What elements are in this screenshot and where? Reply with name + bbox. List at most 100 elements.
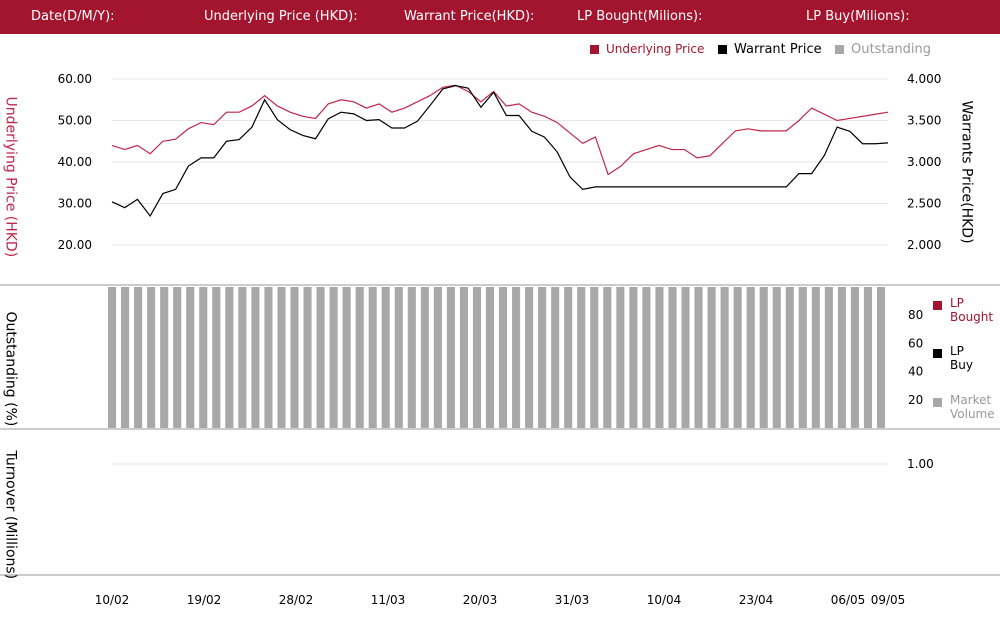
outstanding-bar: [186, 287, 195, 428]
header-bar: Date(D/M/Y): Underlying Price (HKD): War…: [0, 0, 1000, 34]
outstanding-bar: [590, 287, 599, 428]
right-tick-label: 2.500: [907, 197, 941, 211]
lp-buy-swatch-icon: [933, 349, 942, 358]
outstanding-bar: [603, 287, 612, 428]
right-tick-label: 4.000: [907, 72, 941, 86]
left-tick-label: 30.00: [58, 197, 92, 211]
outstanding-bar: [837, 287, 846, 428]
outstanding-tick-label: 20: [908, 393, 923, 407]
x-tick-label: 06/05: [831, 593, 866, 607]
outstanding-bar: [785, 287, 794, 428]
legend-outstanding[interactable]: Outstanding: [835, 42, 931, 57]
outstanding-bar: [668, 287, 677, 428]
outstanding-bar: [446, 287, 455, 428]
outstanding-bar: [394, 287, 403, 428]
outstanding-bar: [746, 287, 755, 428]
outstanding-bar: [420, 287, 429, 428]
outstanding-bar: [160, 287, 169, 428]
legend-underlying[interactable]: Underlying Price: [590, 42, 704, 56]
outstanding-bar: [512, 287, 521, 428]
legend-lp-bought[interactable]: LP Bought: [933, 296, 1000, 326]
outstanding-bar: [824, 287, 833, 428]
outstanding-bar: [238, 287, 247, 428]
outstanding-bar: [759, 287, 768, 428]
outstanding-swatch-icon: [835, 45, 844, 54]
legend-underlying-label: Underlying Price: [606, 42, 705, 56]
warrant-price-line: [111, 85, 889, 218]
outstanding-bar: [538, 287, 547, 428]
outstanding-bar: [355, 287, 364, 428]
legend-market-volume-label: Market Volume: [950, 393, 995, 421]
lp-bought-swatch-icon: [933, 301, 942, 310]
outstanding-bar: [850, 287, 859, 428]
outstanding-bar: [772, 287, 781, 428]
outstanding-bar: [694, 287, 703, 428]
outstanding-bar: [499, 287, 508, 428]
outstanding-bar: [472, 287, 482, 428]
outstanding-bar: [108, 287, 117, 428]
outstanding-bar: [720, 287, 729, 428]
outstanding-bar: [329, 287, 338, 428]
outstanding-bar: [173, 287, 182, 428]
outstanding-bar: [485, 287, 495, 428]
price-legend: Underlying Price Warrant Price Outstandi…: [0, 42, 1000, 60]
outstanding-tick-label: 80: [908, 308, 923, 322]
outstanding-bar: [798, 287, 807, 428]
outstanding-bar: [147, 287, 156, 428]
outstanding-bar: [290, 287, 299, 428]
legend-lp-buy-label: LP Buy: [950, 344, 973, 372]
outstanding-bar: [629, 287, 638, 428]
outstanding-bar: [303, 287, 312, 428]
warrant-price-label: Warrant Price(HKD):: [404, 9, 535, 24]
lp-buy-label: LP Buy(Milions):: [806, 9, 910, 24]
outstanding-bar: [642, 287, 651, 428]
x-tick-label: 28/02: [279, 593, 314, 607]
legend-warrant[interactable]: Warrant Price: [718, 42, 822, 57]
outstanding-bar: [199, 287, 208, 428]
right-tick-label: 2.000: [907, 238, 941, 252]
outstanding-bar: [212, 287, 221, 428]
left-tick-label: 50.00: [58, 114, 92, 128]
right-tick-label: 3.500: [907, 114, 941, 128]
outstanding-bar: [407, 287, 416, 428]
outstanding-bar: [733, 287, 742, 428]
outstanding-bar: [811, 287, 820, 428]
legend-lp-bought-label: LP Bought: [950, 296, 994, 324]
outstanding-bar: [551, 287, 560, 428]
legend-warrant-label: Warrant Price: [734, 42, 822, 57]
warrant-swatch-icon: [718, 45, 727, 54]
left-tick-label: 40.00: [58, 155, 92, 169]
outstanding-bar: [577, 287, 586, 428]
date-label: Date(D/M/Y):: [31, 9, 115, 24]
x-tick-label: 11/03: [371, 593, 406, 607]
outstanding-bar: [381, 287, 390, 428]
x-tick-label: 31/03: [555, 593, 590, 607]
outstanding-bar: [264, 287, 273, 428]
outstanding-bar: [277, 287, 286, 428]
left-tick-label: 60.00: [58, 72, 92, 86]
x-tick-label: 19/02: [187, 593, 222, 607]
x-tick-label: 23/04: [739, 593, 774, 607]
x-tick-label: 09/05: [871, 593, 906, 607]
outstanding-bar: [316, 287, 325, 428]
underlying-price-label: Underlying Price (HKD):: [204, 9, 358, 24]
lp-bought-label: LP Bought(Milions):: [577, 9, 703, 24]
left-tick-label: 20.00: [58, 238, 92, 252]
legend-lp-buy[interactable]: LP Buy: [933, 344, 1000, 374]
legend-market-volume[interactable]: Market Volume: [933, 393, 1000, 423]
outstanding-bar: [655, 287, 664, 428]
outstanding-bar: [564, 287, 573, 428]
market-volume-swatch-icon: [933, 398, 942, 407]
outstanding-bar: [616, 287, 625, 428]
outstanding-bar: [876, 287, 886, 428]
outstanding-tick-label: 60: [908, 336, 923, 350]
right-tick-label: 3.000: [907, 155, 941, 169]
outstanding-bar: [459, 287, 468, 428]
outstanding-bar: [251, 287, 260, 428]
outstanding-bar: [863, 287, 873, 428]
outstanding-bar: [525, 287, 534, 428]
outstanding-bar: [342, 287, 351, 428]
outstanding-bar: [368, 287, 377, 428]
underlying-price-line: [111, 84, 889, 176]
